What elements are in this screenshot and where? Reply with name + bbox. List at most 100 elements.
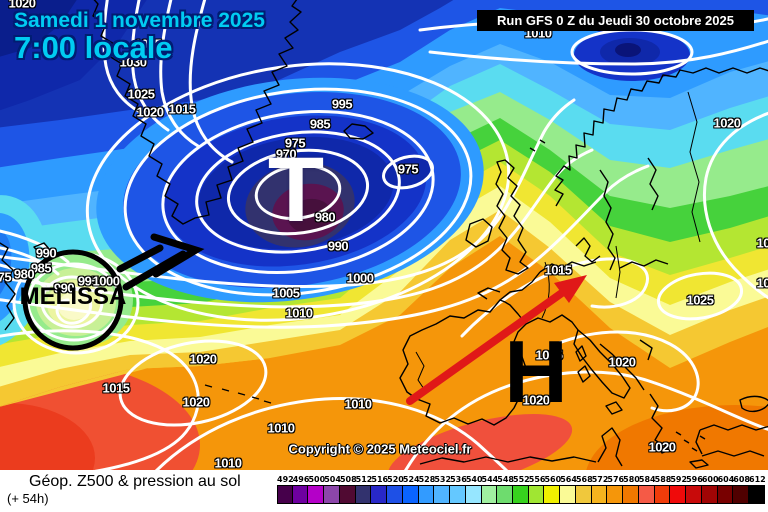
pressure-label: 985 bbox=[30, 260, 52, 276]
forecast-lead-time: (+ 54h) bbox=[7, 491, 49, 506]
pressure-label: 1025 bbox=[535, 347, 563, 363]
scale-value: 568 bbox=[575, 475, 593, 484]
scale-step: 604 bbox=[717, 475, 735, 504]
scale-color-cell bbox=[497, 485, 514, 504]
scale-color-cell bbox=[355, 485, 372, 504]
pressure-label: 1020 bbox=[648, 439, 676, 455]
scale-value: 556 bbox=[528, 475, 546, 484]
scale-value: 536 bbox=[450, 475, 467, 484]
copyright-notice: Copyright © 2025 Meteociel.fr bbox=[288, 441, 472, 457]
scale-value: 588 bbox=[654, 475, 672, 484]
scale-color-cell bbox=[387, 485, 403, 504]
scale-value: 576 bbox=[607, 475, 625, 484]
pressure-label: 1020 bbox=[522, 392, 550, 408]
forecast-date: Samedi 1 novembre 2025 bbox=[14, 9, 265, 32]
scale-color-cell bbox=[308, 485, 325, 504]
pressure-label: 995 bbox=[331, 96, 353, 112]
scale-step: 600 bbox=[701, 475, 719, 504]
scale-color-cell bbox=[277, 485, 293, 504]
scale-step: 536 bbox=[450, 475, 467, 504]
scale-color-cell bbox=[591, 485, 608, 504]
scale-step: 524 bbox=[402, 475, 420, 504]
pressure-label: 1020 bbox=[713, 115, 741, 131]
scale-step: 592 bbox=[670, 475, 688, 504]
scale-value: 528 bbox=[418, 475, 436, 484]
low-pressure-symbol: T bbox=[267, 139, 325, 241]
scale-value: 564 bbox=[560, 475, 577, 484]
scale-step: 584 bbox=[638, 475, 656, 504]
scale-step: 588 bbox=[654, 475, 672, 504]
scale-color-cell bbox=[528, 485, 545, 504]
scale-step: 508 bbox=[339, 475, 357, 504]
scale-color-cell bbox=[371, 485, 388, 504]
pressure-label: 1035 bbox=[134, 36, 162, 52]
coastlines bbox=[0, 0, 768, 469]
scale-value: 524 bbox=[402, 475, 420, 484]
scale-value: 592 bbox=[670, 475, 688, 484]
scale-step: 612 bbox=[749, 475, 766, 504]
scale-color-cell bbox=[465, 485, 482, 504]
pressure-label: 975 bbox=[284, 135, 306, 151]
pressure-label: 1020 bbox=[136, 104, 164, 120]
scale-step: 552 bbox=[513, 475, 530, 504]
pressure-label: 995 bbox=[77, 273, 99, 289]
pressure-label: 1025 bbox=[686, 292, 714, 308]
scale-value: 544 bbox=[481, 475, 499, 484]
scale-value: 604 bbox=[717, 475, 735, 484]
scale-color-cell bbox=[733, 485, 750, 504]
scale-value: 540 bbox=[465, 475, 483, 484]
scale-color-cell bbox=[701, 485, 718, 504]
scale-step: 564 bbox=[560, 475, 577, 504]
scale-color-cell bbox=[623, 485, 639, 504]
scale-step: 548 bbox=[497, 475, 514, 504]
scale-step: 572 bbox=[591, 475, 609, 504]
scale-step: 504 bbox=[324, 475, 341, 504]
scale-color-cell bbox=[339, 485, 356, 504]
scale-color-cell bbox=[544, 485, 561, 504]
scale-value: 584 bbox=[638, 475, 656, 484]
pressure-label: 1020 bbox=[189, 351, 217, 367]
footer-bar: Géop. Z500 & pression au sol (+ 54h) 492… bbox=[0, 470, 768, 512]
scale-color-cell bbox=[418, 485, 435, 504]
pressure-label: 1015 bbox=[544, 262, 572, 278]
pressure-label: 1020 bbox=[182, 394, 210, 410]
scale-step: 516 bbox=[371, 475, 388, 504]
scale-step: 544 bbox=[481, 475, 499, 504]
pressure-label: 1015 bbox=[168, 101, 196, 117]
scale-color-cell bbox=[575, 485, 592, 504]
pressure-label: 1030 bbox=[119, 54, 147, 70]
storm-name-label: MELISSA bbox=[19, 283, 127, 310]
scale-step: 528 bbox=[418, 475, 436, 504]
annotation-graphics bbox=[22, 233, 587, 405]
scale-color-cell bbox=[749, 485, 765, 504]
pressure-label: 1015 bbox=[102, 380, 130, 396]
pressure-label: 1010 bbox=[214, 455, 242, 471]
scale-value: 520 bbox=[387, 475, 404, 484]
scale-value: 612 bbox=[749, 475, 766, 484]
pressure-label: 1020 bbox=[8, 0, 36, 11]
scale-value: 580 bbox=[623, 475, 640, 484]
scale-step: 568 bbox=[575, 475, 593, 504]
scale-step: 556 bbox=[528, 475, 546, 504]
pressure-label: 970 bbox=[275, 146, 297, 162]
scale-color-cell bbox=[513, 485, 529, 504]
scale-step: 492 bbox=[277, 475, 294, 504]
scale-color-cell bbox=[292, 485, 309, 504]
pressure-label: 980 bbox=[314, 209, 336, 225]
pressure-label: 1020 bbox=[608, 354, 636, 370]
scale-color-cell bbox=[434, 485, 451, 504]
scale-step: 608 bbox=[733, 475, 750, 504]
scale-value: 572 bbox=[591, 475, 609, 484]
scale-value: 500 bbox=[308, 475, 326, 484]
geopotential-color-scale: 492 496 500 504 508 512 516 520 524 528 532 536 540 5… bbox=[277, 475, 766, 504]
pressure-label: 1005 bbox=[272, 285, 300, 301]
scale-value: 552 bbox=[513, 475, 530, 484]
scale-color-cell bbox=[654, 485, 671, 504]
scale-step: 500 bbox=[308, 475, 326, 504]
scale-step: 580 bbox=[623, 475, 640, 504]
scale-color-cell bbox=[607, 485, 624, 504]
scale-color-cell bbox=[402, 485, 419, 504]
storm-track-arrow bbox=[116, 233, 205, 291]
scale-step: 512 bbox=[355, 475, 372, 504]
